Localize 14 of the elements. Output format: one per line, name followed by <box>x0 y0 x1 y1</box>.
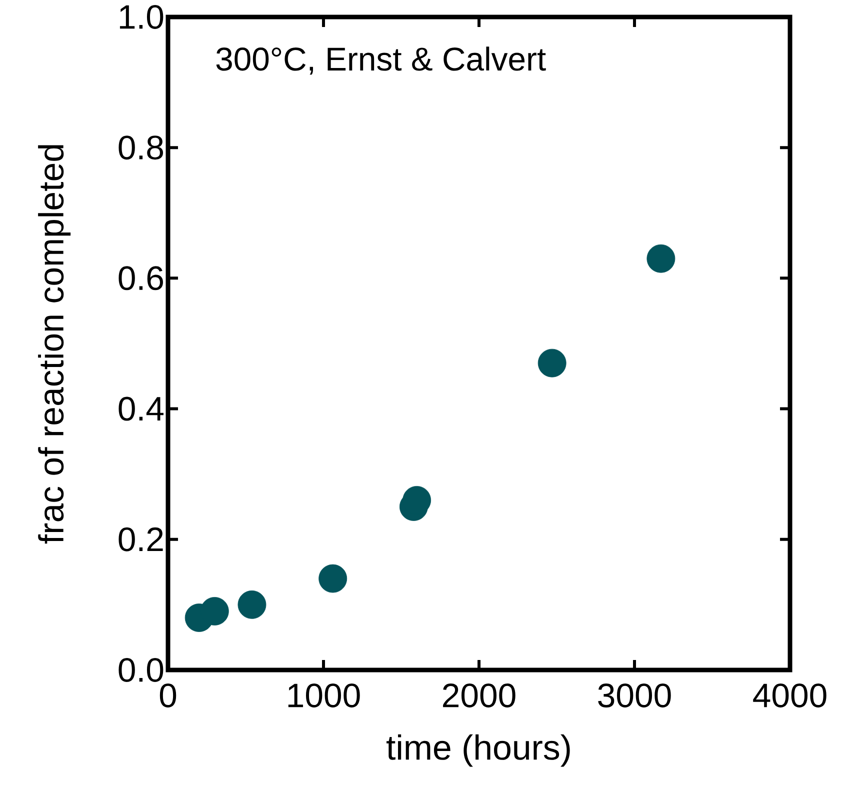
y-tick-label: 0.6 <box>118 266 163 290</box>
annotation: 300°C, Ernst & Calvert <box>216 46 546 75</box>
x-tick-label: 3000 <box>598 684 671 708</box>
y-tick-label: 0.8 <box>118 136 164 160</box>
x-tick-label: 0 <box>160 684 176 708</box>
y-tick-label: 0.4 <box>118 396 164 421</box>
x-tick-label: 2000 <box>443 684 516 708</box>
y-tick-label: 1.0 <box>120 4 164 29</box>
x-tick-label: 4000 <box>753 684 826 708</box>
x-axis-title: time (hours) <box>386 734 570 767</box>
y-tick-label: 0.0 <box>118 658 164 682</box>
y-tick-label: 0.2 <box>118 527 163 552</box>
x-tick-label: 1000 <box>288 684 360 708</box>
y-axis-title: frac of reaction completed <box>38 145 71 544</box>
